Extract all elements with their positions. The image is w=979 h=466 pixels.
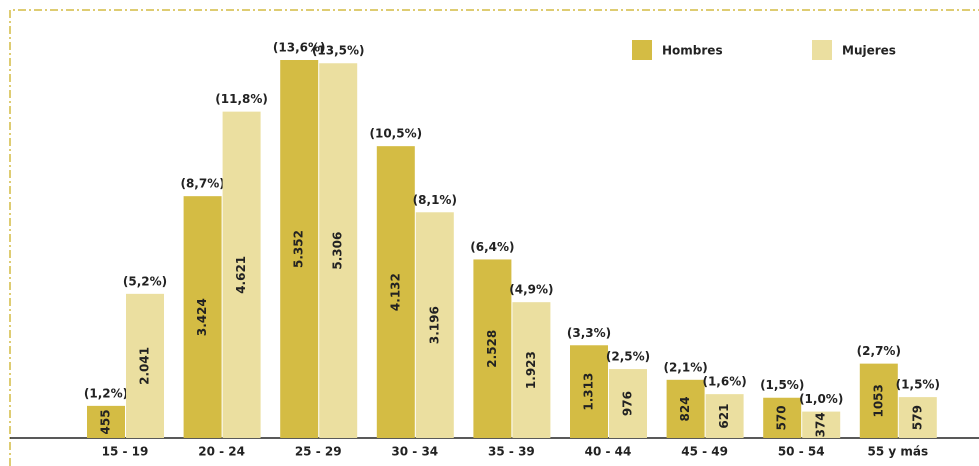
bar bbox=[570, 345, 608, 438]
x-tick-label: 25 - 29 bbox=[295, 445, 342, 459]
bar bbox=[473, 259, 512, 438]
bar bbox=[859, 363, 898, 438]
bar bbox=[705, 394, 744, 438]
bar bbox=[415, 212, 454, 438]
percent-label: (2,1%) bbox=[663, 360, 707, 374]
frame bbox=[9, 9, 979, 466]
value-label: 5.306 bbox=[331, 232, 345, 270]
value-label: 570 bbox=[775, 405, 789, 430]
percent-label: (8,1%) bbox=[413, 193, 457, 207]
bar bbox=[898, 397, 937, 438]
bar bbox=[222, 111, 261, 439]
x-tick-label: 15 - 19 bbox=[102, 445, 149, 459]
bar bbox=[319, 63, 358, 439]
bar bbox=[376, 146, 415, 438]
value-label: 976 bbox=[621, 391, 635, 416]
percent-label: (8,7%) bbox=[180, 177, 224, 191]
legend-label: Mujeres bbox=[842, 44, 896, 58]
bar bbox=[609, 369, 647, 438]
x-tick-label: 50 - 54 bbox=[778, 445, 825, 459]
value-label: 621 bbox=[717, 404, 731, 429]
value-label: 4.621 bbox=[234, 256, 248, 294]
value-label: 824 bbox=[678, 396, 692, 421]
percent-label: (13,5%) bbox=[312, 44, 365, 58]
percent-label: (6,4%) bbox=[470, 240, 514, 254]
percent-label: (1,6%) bbox=[702, 375, 746, 389]
x-tick-label: 45 - 49 bbox=[681, 445, 728, 459]
value-label: 455 bbox=[99, 409, 113, 434]
percent-label: (1,5%) bbox=[760, 378, 804, 392]
value-label: 5.352 bbox=[292, 230, 306, 268]
percent-label: (1,0%) bbox=[799, 392, 843, 406]
value-label: 374 bbox=[814, 412, 828, 437]
value-label: 3.424 bbox=[195, 298, 209, 336]
bar bbox=[763, 397, 802, 438]
x-tick-label: 40 - 44 bbox=[585, 445, 632, 459]
x-tick-label: 55 y más bbox=[867, 445, 928, 459]
bar bbox=[126, 293, 164, 438]
bar bbox=[666, 379, 705, 438]
percent-label: (3,3%) bbox=[567, 326, 611, 340]
value-label: 4.132 bbox=[388, 273, 402, 311]
value-label: 2.041 bbox=[138, 347, 152, 385]
percent-label: (5,2%) bbox=[123, 274, 167, 288]
legend-swatch bbox=[632, 40, 652, 60]
value-label: 1.313 bbox=[582, 373, 596, 411]
value-label: 2.528 bbox=[485, 330, 499, 368]
percent-label: (2,5%) bbox=[606, 350, 650, 364]
bar bbox=[87, 405, 125, 438]
value-label: 3.196 bbox=[427, 306, 441, 344]
x-tick-label: 20 - 24 bbox=[198, 445, 245, 459]
percent-label: (1,2%) bbox=[84, 386, 128, 400]
percent-label: (1,5%) bbox=[896, 378, 940, 392]
bar bbox=[802, 411, 841, 438]
percent-label: (4,9%) bbox=[509, 283, 553, 297]
percent-label: (13,6%) bbox=[273, 41, 326, 55]
bar bbox=[183, 196, 222, 438]
value-label: 579 bbox=[910, 405, 924, 430]
legend-swatch bbox=[812, 40, 832, 60]
legend-label: Hombres bbox=[662, 44, 723, 58]
percent-label: (10,5%) bbox=[369, 127, 422, 141]
value-label: 1053 bbox=[871, 384, 885, 417]
value-label: 1.923 bbox=[524, 351, 538, 389]
x-tick-label: 30 - 34 bbox=[391, 445, 438, 459]
x-tick-label: 35 - 39 bbox=[488, 445, 535, 459]
percent-label: (2,7%) bbox=[857, 344, 901, 358]
bar bbox=[512, 302, 551, 438]
bar bbox=[280, 60, 319, 438]
percent-label: (11,8%) bbox=[215, 92, 268, 106]
